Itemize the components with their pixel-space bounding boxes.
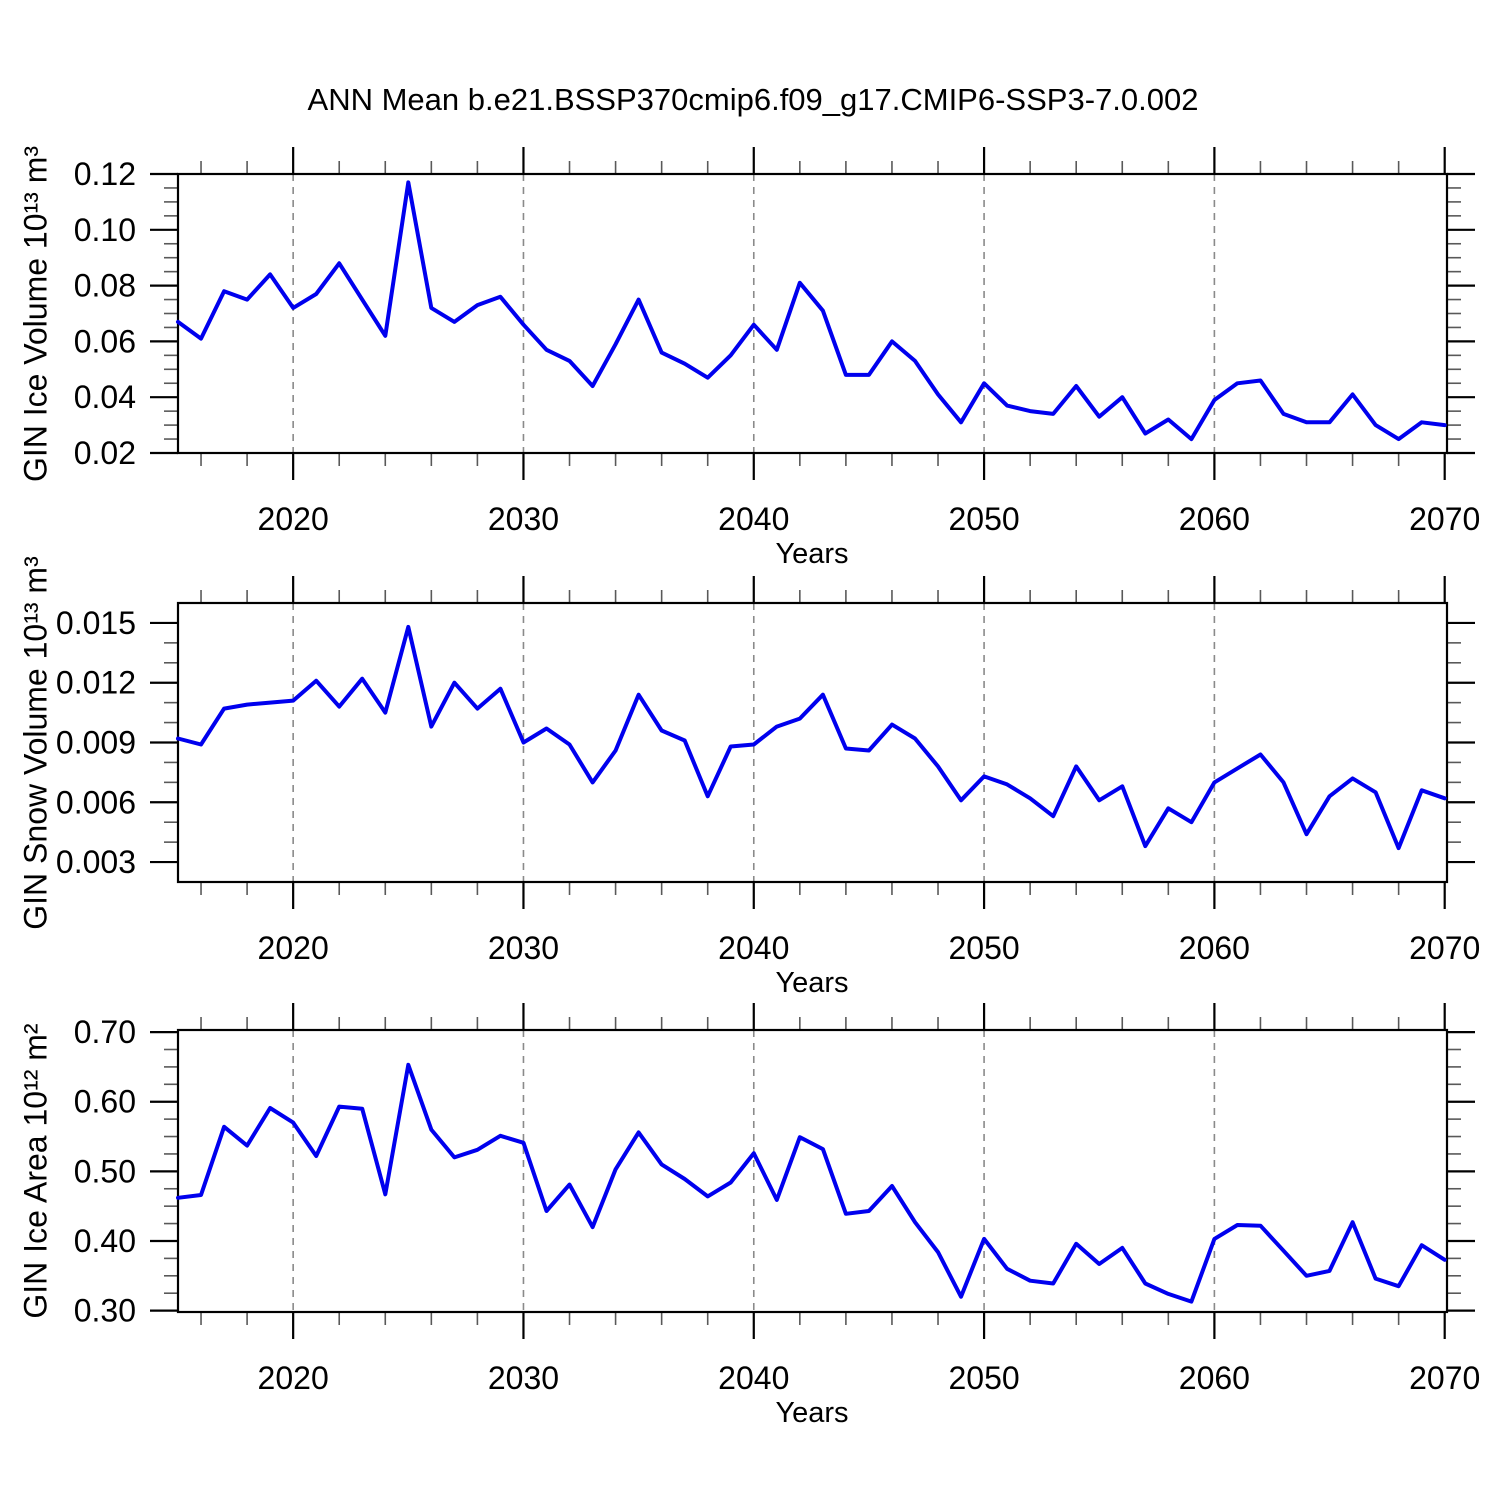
x-tick-label: 2070 [1409, 930, 1480, 966]
y-tick-label: 0.009 [56, 725, 136, 761]
x-axis-label-years-panel2: Years [775, 967, 849, 999]
y-tick-label: 0.40 [74, 1223, 136, 1259]
x-tick-label: 2060 [1179, 501, 1250, 537]
y-tick-label: 0.08 [74, 268, 136, 304]
gin-ice-volume-line [176, 180, 1447, 442]
y-tick-label: 0.60 [74, 1084, 136, 1120]
x-tick-label: 2030 [488, 930, 559, 966]
x-tick-label: 2030 [488, 501, 559, 537]
x-tick-label: 2040 [718, 501, 789, 537]
panel-frame-gin-snow-volume [176, 601, 1449, 884]
x-tick-label: 2020 [258, 501, 329, 537]
x-axis-label-years-panel3: Years [775, 1397, 849, 1429]
y-tick-label: 0.04 [74, 379, 136, 415]
y-tick-label: 0.02 [74, 435, 136, 471]
x-tick-label: 2070 [1409, 1360, 1480, 1396]
x-tick-label: 2020 [258, 1360, 329, 1396]
y-tick-label: 0.10 [74, 212, 136, 248]
panel-frame-gin-ice-volume [176, 172, 1449, 455]
x-tick-label: 2020 [258, 930, 329, 966]
x-tick-label: 2040 [718, 930, 789, 966]
x-tick-label: 2050 [948, 930, 1019, 966]
y-tick-label: 0.12 [74, 156, 136, 192]
y-tick-label: 0.50 [74, 1153, 136, 1189]
y-tick-label: 0.006 [56, 784, 136, 820]
x-tick-label: 2060 [1179, 1360, 1250, 1396]
x-tick-label: 2070 [1409, 501, 1480, 537]
x-tick-label: 2030 [488, 1360, 559, 1396]
y-tick-label: 0.30 [74, 1293, 136, 1329]
y-tick-label: 0.003 [56, 844, 136, 880]
gin-snow-volume-line [176, 624, 1447, 851]
y-tick-label: 0.015 [56, 605, 136, 641]
y-tick-label: 0.06 [74, 323, 136, 359]
panel-frame-gin-ice-area [176, 1028, 1449, 1314]
x-tick-label: 2040 [718, 1360, 789, 1396]
x-tick-label: 2050 [948, 501, 1019, 537]
gin-ice-area-line [176, 1062, 1447, 1304]
chart-title: ANN Mean b.e21.BSSP370cmip6.f09_g17.CMIP… [307, 82, 1199, 117]
x-tick-label: 2060 [1179, 930, 1250, 966]
x-axis-label-years-panel1: Years [775, 538, 849, 570]
y-tick-label: 0.012 [56, 665, 136, 701]
y-tick-label: 0.70 [74, 1014, 136, 1050]
x-tick-label: 2050 [948, 1360, 1019, 1396]
